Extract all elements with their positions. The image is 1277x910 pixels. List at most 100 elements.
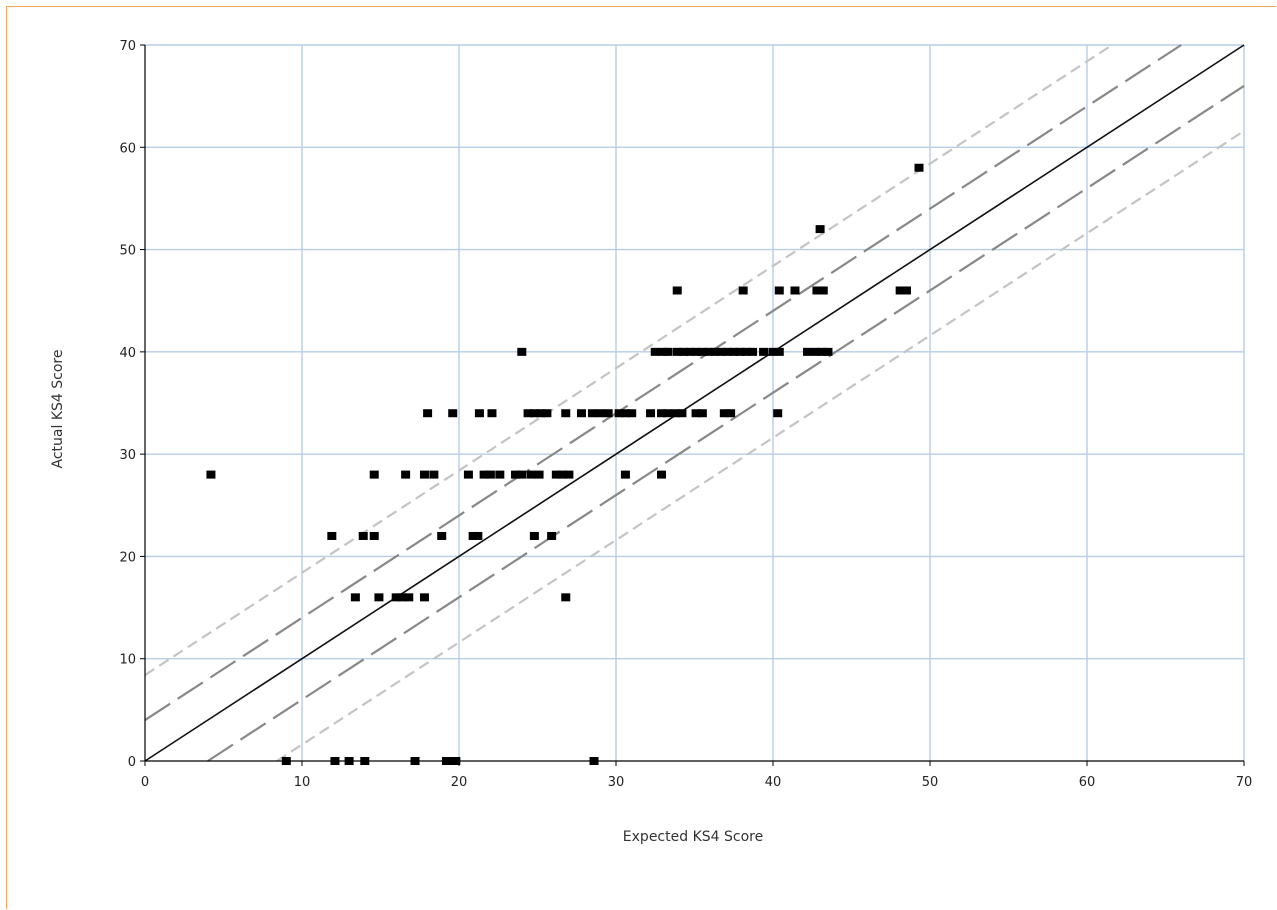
data-point [719, 409, 729, 418]
data-point [773, 409, 783, 418]
data-point [360, 757, 370, 765]
data-point [697, 347, 707, 356]
x-tick-label: 60 [1079, 775, 1096, 790]
data-point [564, 470, 574, 479]
data-point [810, 347, 820, 356]
data-point [401, 470, 411, 479]
data-point [663, 409, 673, 418]
data-point [895, 286, 905, 295]
data-point [536, 409, 546, 418]
chart-frame: 0 10 20 30 40 50 60 70 0 10 20 30 40 50 60 70 Expected … [6, 6, 1276, 909]
data-point [759, 347, 769, 356]
reference-line-0 [144, 44, 1245, 762]
data-point [722, 347, 732, 356]
y-tick-label: 60 [119, 141, 136, 156]
data-point [369, 531, 379, 540]
data-point [529, 409, 539, 418]
y-tick-label: 70 [119, 39, 136, 54]
scatter-plot: 0 10 20 30 40 50 60 70 0 10 20 30 40 50 60 70 Expected … [50, 39, 1252, 845]
data-point [589, 757, 599, 765]
data-point [818, 286, 828, 295]
data-point [823, 347, 833, 356]
y-tick-label: 0 [128, 755, 136, 770]
data-point [419, 470, 429, 479]
reference-line-2 [207, 84, 1245, 762]
tick-labels: 0 10 20 30 40 50 60 70 0 10 20 30 40 50 60 70 [119, 39, 1252, 790]
data-point [330, 757, 340, 765]
data-point [650, 347, 660, 356]
data-point [657, 409, 667, 418]
data-point [677, 409, 687, 418]
data-point [704, 347, 714, 356]
data-point [534, 470, 544, 479]
data-point [774, 286, 784, 295]
y-tick-label: 10 [119, 653, 136, 668]
x-tick-label: 70 [1236, 775, 1253, 790]
data-point [790, 286, 800, 295]
data-point [663, 347, 673, 356]
data-point [446, 757, 456, 765]
data-point [603, 409, 613, 418]
data-point [729, 347, 739, 356]
axes [140, 44, 1245, 766]
data-point [423, 409, 433, 418]
data-point [374, 593, 384, 602]
data-point [463, 470, 473, 479]
data-point [768, 347, 778, 356]
x-tick-label: 20 [451, 775, 468, 790]
data-point [561, 409, 571, 418]
data-point [657, 470, 667, 479]
data-point [479, 470, 489, 479]
data-point [726, 409, 736, 418]
data-point [716, 347, 726, 356]
data-point [448, 409, 458, 418]
data-point [901, 286, 911, 295]
data-point [495, 470, 505, 479]
data-point [327, 531, 337, 540]
data-point [738, 286, 748, 295]
data-point [441, 757, 451, 765]
data-point [437, 531, 447, 540]
data-point [576, 409, 586, 418]
data-point [697, 409, 707, 418]
grid-lines [145, 44, 1245, 761]
data-point [803, 347, 813, 356]
data-point [620, 470, 630, 479]
data-point [468, 531, 478, 540]
x-axis-title: Expected KS4 Score [623, 829, 763, 845]
data-point [685, 347, 695, 356]
x-tick-label: 10 [294, 775, 311, 790]
y-tick-label: 20 [119, 550, 136, 565]
data-point [551, 470, 561, 479]
data-point [658, 347, 668, 356]
data-point [517, 470, 527, 479]
data-point [646, 409, 656, 418]
reference-line-3 [144, 44, 1113, 677]
data-point [404, 593, 414, 602]
data-point [487, 409, 497, 418]
data-point [691, 409, 701, 418]
data-point [547, 531, 557, 540]
reference-line-1 [144, 44, 1182, 722]
data-point [679, 347, 689, 356]
data-point [691, 347, 701, 356]
data-point [517, 347, 527, 356]
data-point [529, 531, 539, 540]
data-point [344, 757, 354, 765]
data-point [558, 470, 568, 479]
data-point [473, 531, 483, 540]
data-point [410, 757, 420, 765]
data-point [369, 470, 379, 479]
y-tick-label: 40 [119, 346, 136, 361]
data-point [561, 593, 571, 602]
data-point [391, 593, 401, 602]
data-point [358, 531, 368, 540]
x-tick-label: 30 [608, 775, 625, 790]
data-point [595, 409, 605, 418]
data-point [485, 470, 495, 479]
data-point [429, 470, 439, 479]
data-point [281, 757, 291, 765]
data-point [206, 470, 216, 479]
data-point [451, 757, 461, 765]
data-point [419, 593, 429, 602]
